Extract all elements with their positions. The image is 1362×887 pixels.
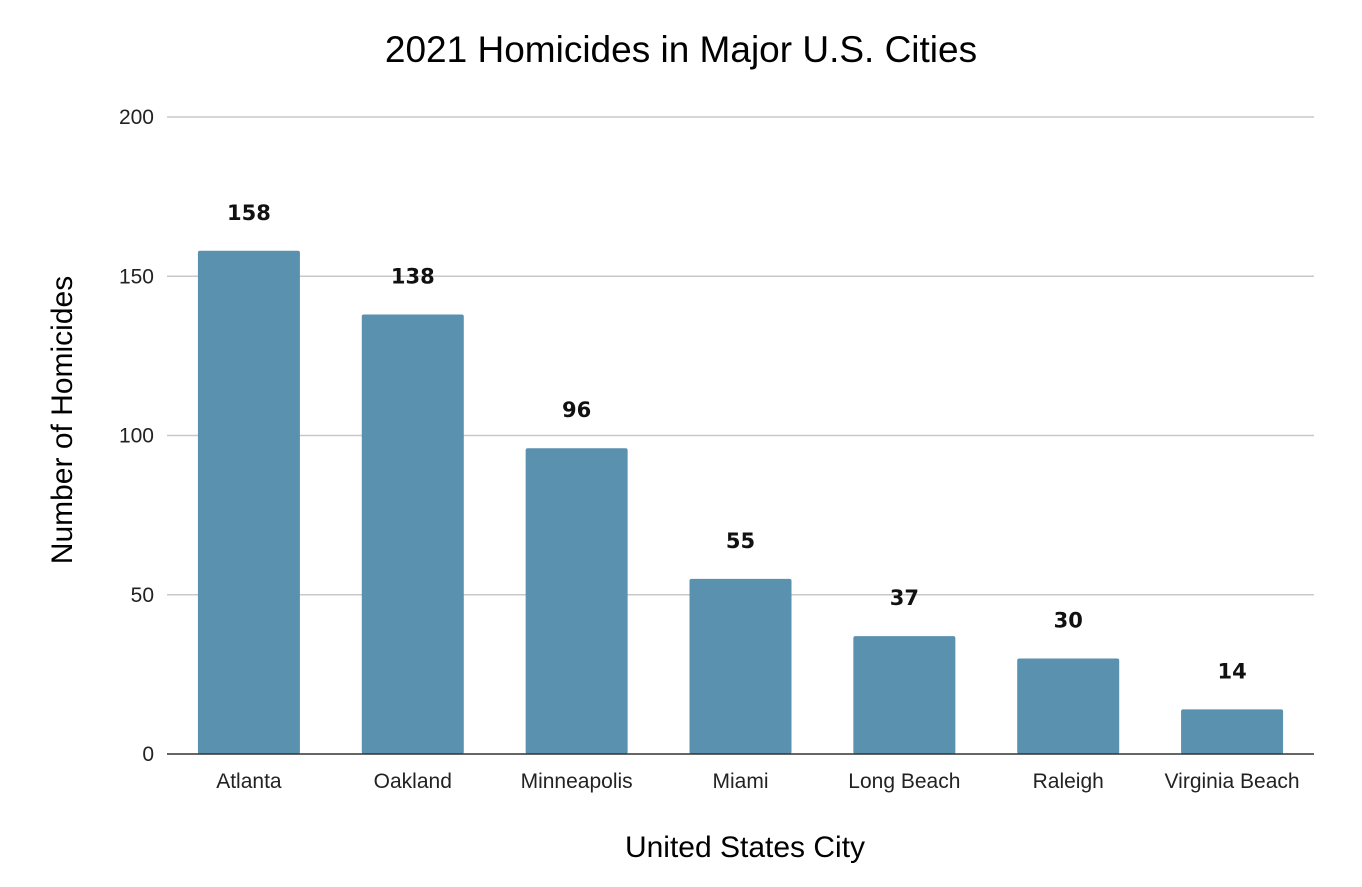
y-tick-label: 50	[131, 584, 154, 607]
bar-virginia-beach	[1181, 709, 1284, 754]
bar-raleigh	[1017, 658, 1120, 754]
bars	[197, 250, 1284, 754]
data-label: 55	[726, 529, 755, 553]
data-label: 30	[1054, 608, 1083, 632]
chart-title: 2021 Homicides in Major U.S. Cities	[385, 29, 977, 70]
bar-miami	[689, 578, 792, 754]
x-tick-label: Minneapolis	[521, 770, 633, 793]
data-label: 96	[562, 398, 591, 422]
y-tick-label: 100	[119, 425, 154, 448]
data-label: 158	[227, 201, 271, 225]
x-tick-label: Long Beach	[848, 770, 960, 793]
y-axis-title: Number of Homicides	[46, 276, 79, 564]
data-label: 138	[391, 264, 435, 288]
x-axis-title: United States City	[625, 831, 865, 864]
bar-minneapolis	[525, 448, 628, 754]
x-tick-label: Virginia Beach	[1165, 770, 1300, 793]
x-tick-label: Miami	[713, 770, 769, 793]
data-label: 37	[890, 586, 919, 610]
x-tick-label: Oakland	[374, 770, 452, 793]
data-labels: 158 138 96 55 37 30 14	[227, 201, 1247, 684]
x-axis-ticks: Atlanta Oakland Minneapolis Miami Long Beach…	[216, 770, 1299, 793]
gridlines	[167, 116, 1314, 596]
x-tick-label: Raleigh	[1033, 770, 1104, 793]
x-tick-label: Atlanta	[216, 770, 282, 793]
y-tick-label: 200	[119, 106, 154, 129]
y-axis-ticks: 0 50 100 150 200	[119, 106, 154, 766]
data-label: 14	[1217, 659, 1246, 683]
y-tick-label: 0	[142, 743, 154, 766]
bar-long-beach	[853, 636, 956, 754]
bar-oakland	[361, 314, 464, 754]
y-tick-label: 150	[119, 265, 154, 288]
bar-atlanta	[197, 250, 300, 754]
